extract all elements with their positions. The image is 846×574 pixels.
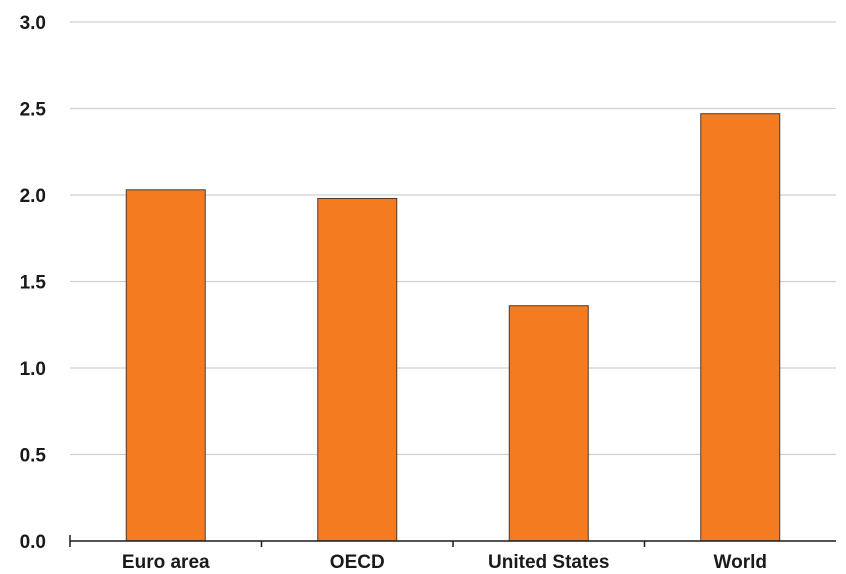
y-tick-label: 3.0 [20, 13, 46, 34]
y-tick-label: 2.0 [20, 186, 46, 207]
x-tick-labels: Euro area OECD United States World [122, 552, 767, 573]
y-tick-label: 1.5 [20, 273, 47, 294]
x-tick-label: Euro area [122, 552, 210, 573]
x-tick-label: World [714, 552, 767, 573]
bars [125, 113, 781, 542]
bar-oecd [317, 197, 398, 542]
y-tick-labels: 0.0 0.5 1.0 1.5 2.0 2.5 3.0 [20, 13, 47, 553]
y-tick-label: 0.0 [20, 532, 46, 553]
bar-world [700, 113, 781, 542]
x-tick-label: United States [488, 552, 609, 573]
y-tick-label: 0.5 [20, 446, 47, 467]
y-tick-label: 2.5 [20, 100, 47, 121]
bar-united-states [508, 305, 589, 542]
y-tick-label: 1.0 [20, 359, 46, 380]
bar-euro-area [125, 189, 206, 542]
axes [69, 535, 836, 547]
x-tick-label: OECD [330, 552, 385, 573]
